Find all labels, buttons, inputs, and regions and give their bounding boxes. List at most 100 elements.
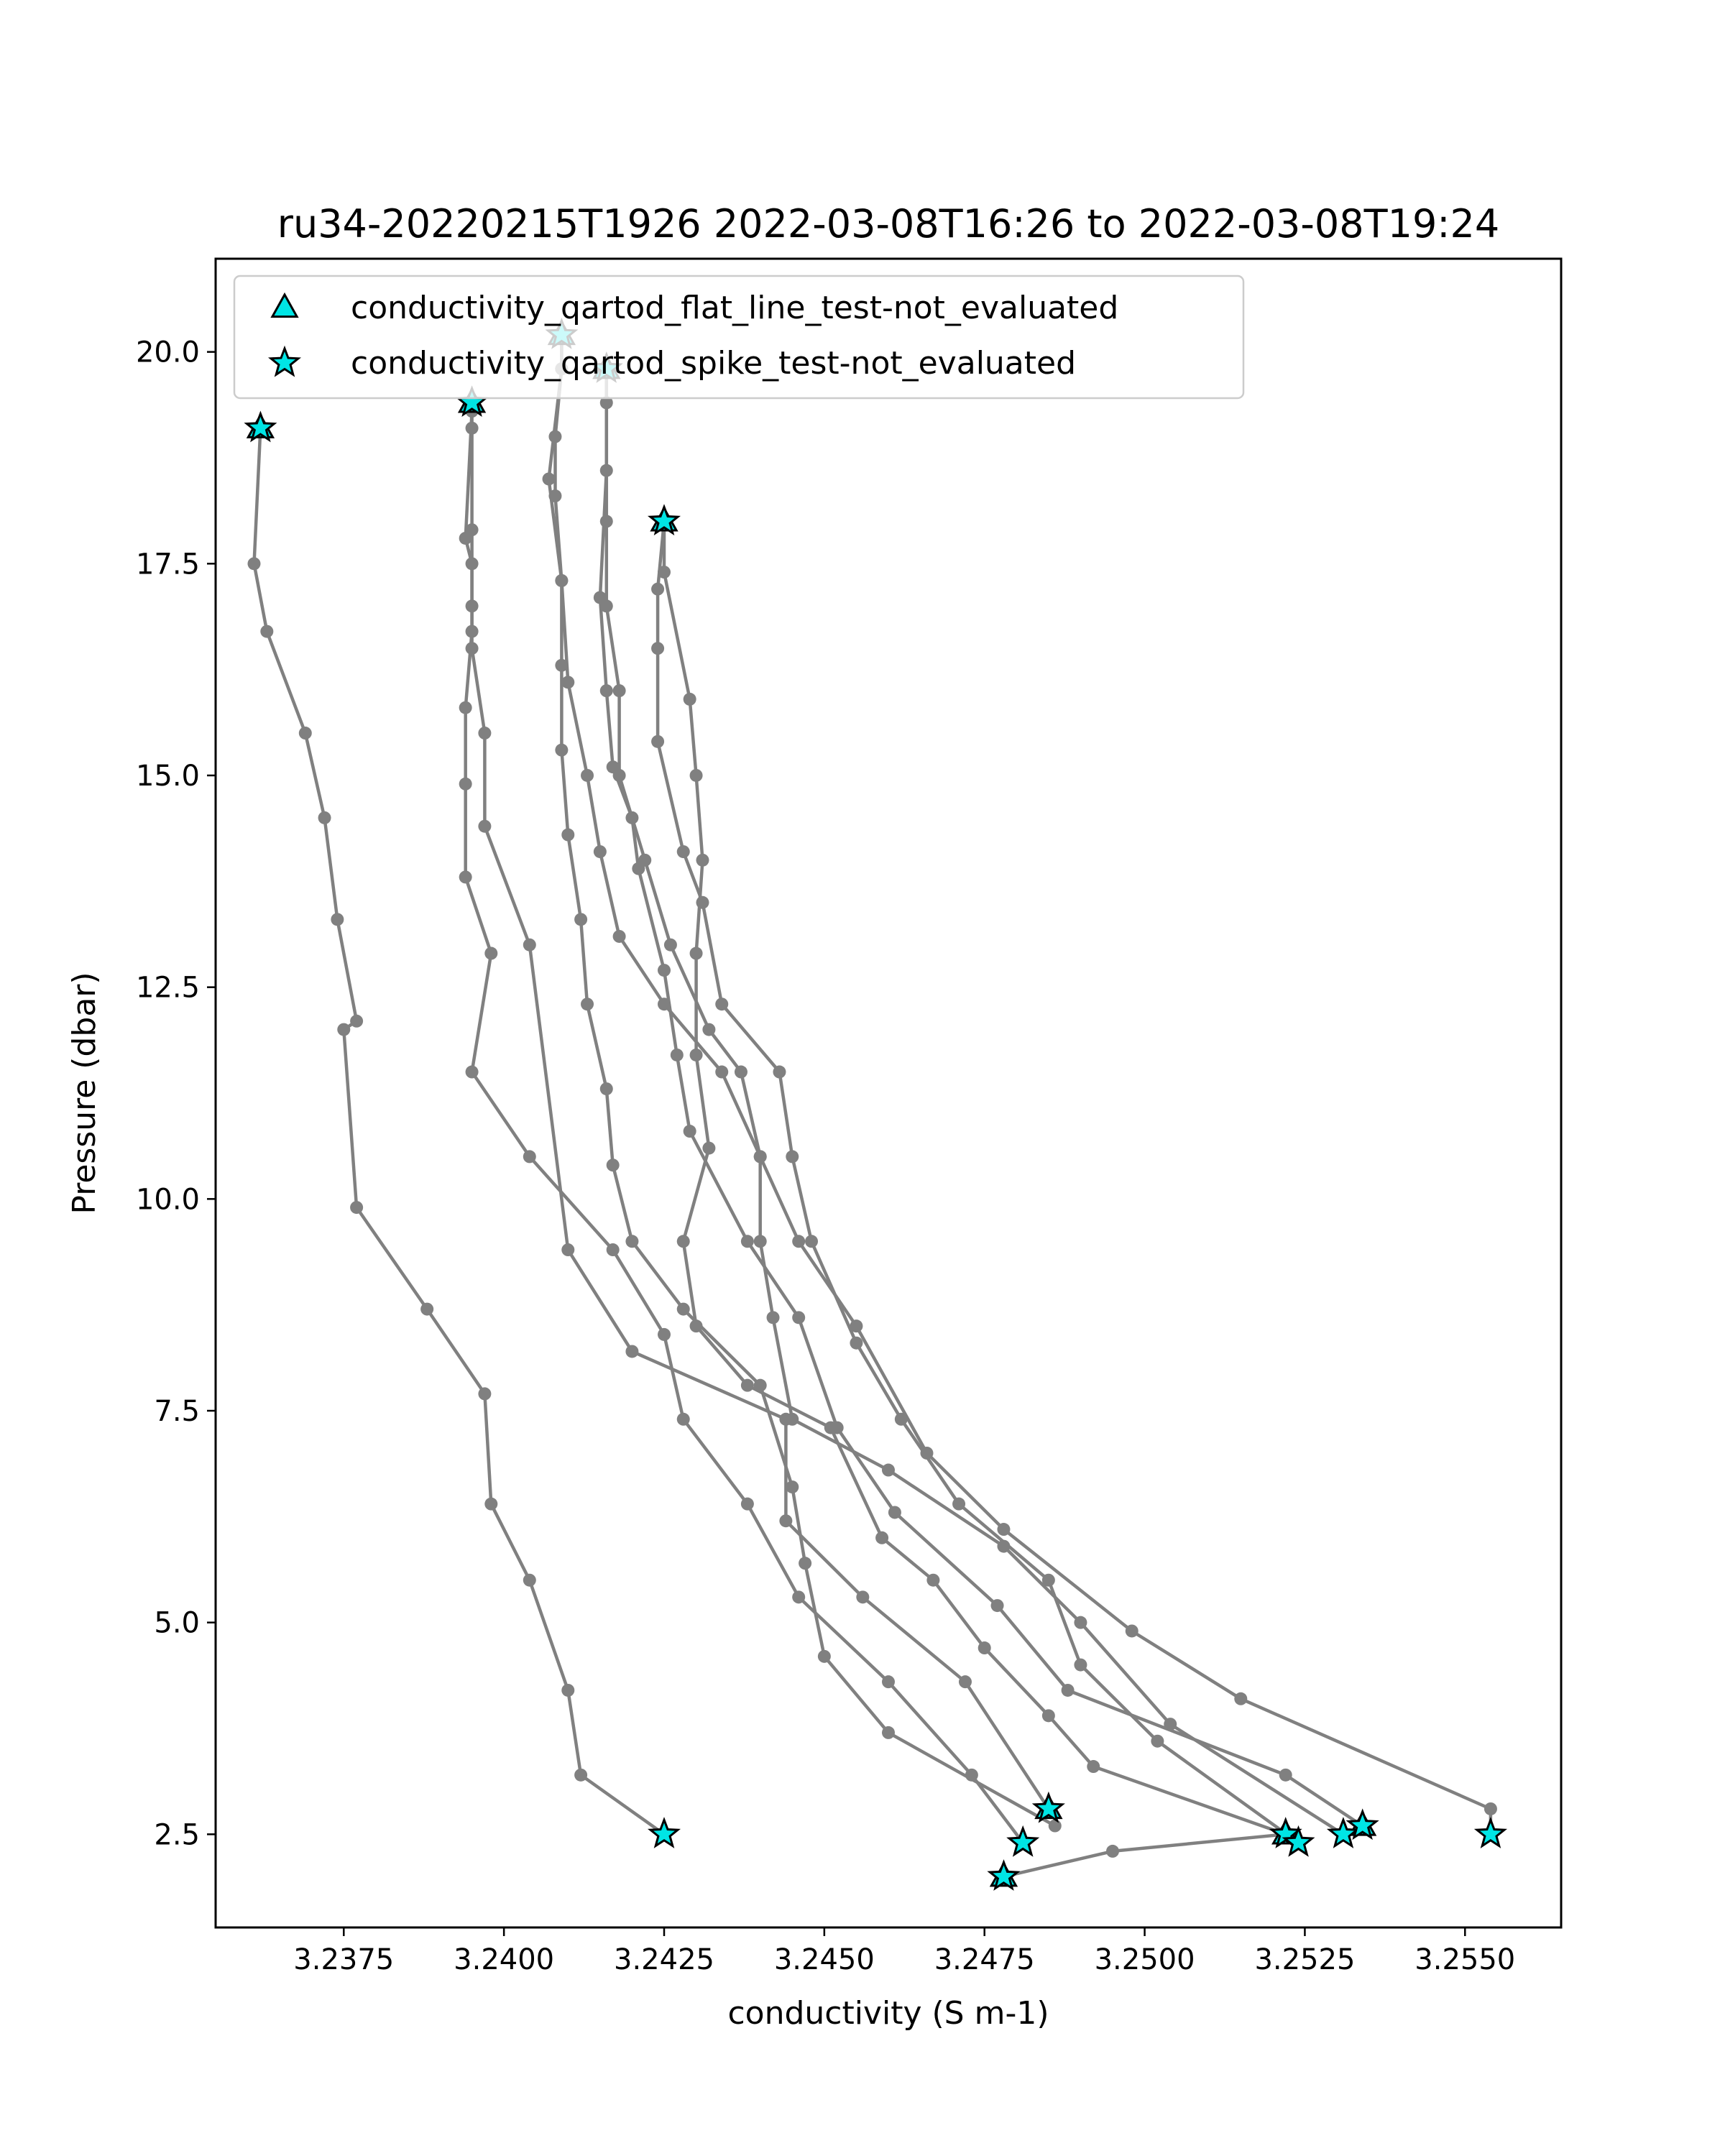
data-point — [676, 1302, 690, 1316]
data-point — [331, 913, 344, 926]
profile-line — [662, 521, 1287, 1879]
legend-label: conductivity_qartod_flat_line_test-not_e… — [351, 290, 1118, 326]
data-point — [658, 998, 671, 1011]
spike-flag-marker — [1031, 1791, 1065, 1823]
data-point — [1074, 1658, 1087, 1672]
spike-flag-marker — [987, 1859, 1021, 1891]
data-point — [574, 913, 588, 926]
spike-flag-marker — [1473, 1817, 1508, 1848]
legend-label: conductivity_qartod_spike_test-not_evalu… — [351, 345, 1076, 382]
data-point — [555, 573, 569, 587]
legend-box — [233, 275, 1245, 400]
profile-2 — [658, 515, 1292, 1884]
x-tick-label: 3.2500 — [1095, 1943, 1195, 1976]
data-point — [734, 1065, 748, 1079]
x-tick-label: 3.2450 — [774, 1943, 875, 1976]
data-point — [260, 625, 274, 638]
data-point — [632, 862, 645, 875]
data-point — [625, 1235, 639, 1248]
data-point — [478, 727, 492, 740]
data-point — [882, 1463, 895, 1477]
data-point — [817, 1649, 831, 1663]
x-tick-label: 3.2475 — [934, 1943, 1035, 1976]
data-point — [478, 819, 492, 833]
data-point — [298, 727, 312, 740]
x-tick-label: 3.2400 — [454, 1943, 554, 1976]
x-tick-label: 3.2375 — [293, 1943, 394, 1976]
data-point — [978, 1641, 991, 1655]
data-point — [523, 1150, 536, 1164]
y-tick-label: 17.5 — [136, 548, 200, 581]
data-point — [786, 1480, 799, 1494]
data-point — [599, 464, 613, 477]
data-point — [465, 642, 479, 655]
data-point — [1074, 1616, 1087, 1629]
data-point — [1041, 1709, 1055, 1723]
x-tick-label: 3.2550 — [1414, 1943, 1515, 1976]
data-point — [523, 1573, 536, 1587]
profile-4 — [459, 405, 1055, 1815]
data-point — [715, 1065, 729, 1079]
plot-frame — [214, 257, 1563, 1929]
data-point — [561, 1243, 575, 1257]
data-point — [773, 1065, 786, 1079]
y-tick-label: 7.5 — [154, 1395, 200, 1428]
data-point — [792, 1590, 806, 1604]
data-point — [786, 1412, 799, 1426]
data-point — [715, 998, 729, 1011]
data-point — [581, 768, 594, 782]
y-tick-label: 2.5 — [154, 1818, 200, 1851]
data-point — [1106, 1844, 1119, 1858]
data-point — [651, 582, 665, 596]
data-point — [555, 743, 569, 757]
y-tick-label: 12.5 — [136, 972, 200, 1005]
data-point — [593, 845, 607, 859]
data-point — [459, 870, 472, 884]
data-point — [1151, 1734, 1164, 1748]
data-point — [702, 1141, 716, 1155]
data-point — [561, 676, 575, 689]
data-point — [1279, 1768, 1292, 1782]
spike-flag-marker — [647, 504, 681, 536]
data-point — [740, 1235, 754, 1248]
data-point — [606, 760, 620, 774]
data-point — [689, 768, 703, 782]
data-point — [658, 1327, 671, 1341]
data-point — [702, 1023, 716, 1036]
data-point — [542, 472, 556, 486]
data-point — [651, 642, 665, 655]
data-point — [561, 1683, 575, 1697]
data-point — [799, 1557, 812, 1570]
data-point — [689, 1048, 703, 1061]
triangle-marker-icon — [270, 292, 299, 318]
y-tick-label: 20.0 — [136, 336, 200, 369]
data-point — [581, 998, 594, 1011]
data-point — [856, 1590, 870, 1604]
data-point — [753, 1150, 767, 1164]
data-point — [830, 1421, 844, 1434]
spike-flag-marker — [244, 410, 277, 443]
data-point — [658, 964, 671, 977]
profile-line — [252, 428, 666, 1836]
data-point — [318, 811, 331, 824]
data-point — [599, 1082, 613, 1096]
data-point — [779, 1514, 793, 1528]
data-point — [753, 1378, 767, 1392]
data-point — [696, 853, 709, 867]
data-point — [350, 1014, 364, 1028]
data-point — [612, 684, 626, 698]
data-point — [920, 1446, 934, 1460]
chart-title: ru34-20220215T1926 2022-03-08T16:26 to 2… — [277, 201, 1499, 247]
y-axis-label: Pressure (dbar) — [66, 972, 103, 1214]
y-axis: 2.5 5.0 7.5 10.0 12.5 15.0 17.5 20.0 — [136, 336, 216, 1851]
data-point — [1234, 1692, 1248, 1705]
profile-line — [598, 369, 1363, 1828]
data-point — [683, 1125, 696, 1138]
y-tick-label: 5.0 — [154, 1607, 200, 1640]
data-point — [926, 1573, 940, 1587]
data-point — [997, 1539, 1011, 1553]
data-point — [676, 845, 690, 859]
data-point — [1125, 1624, 1138, 1638]
x-tick-label: 3.2425 — [614, 1943, 714, 1976]
